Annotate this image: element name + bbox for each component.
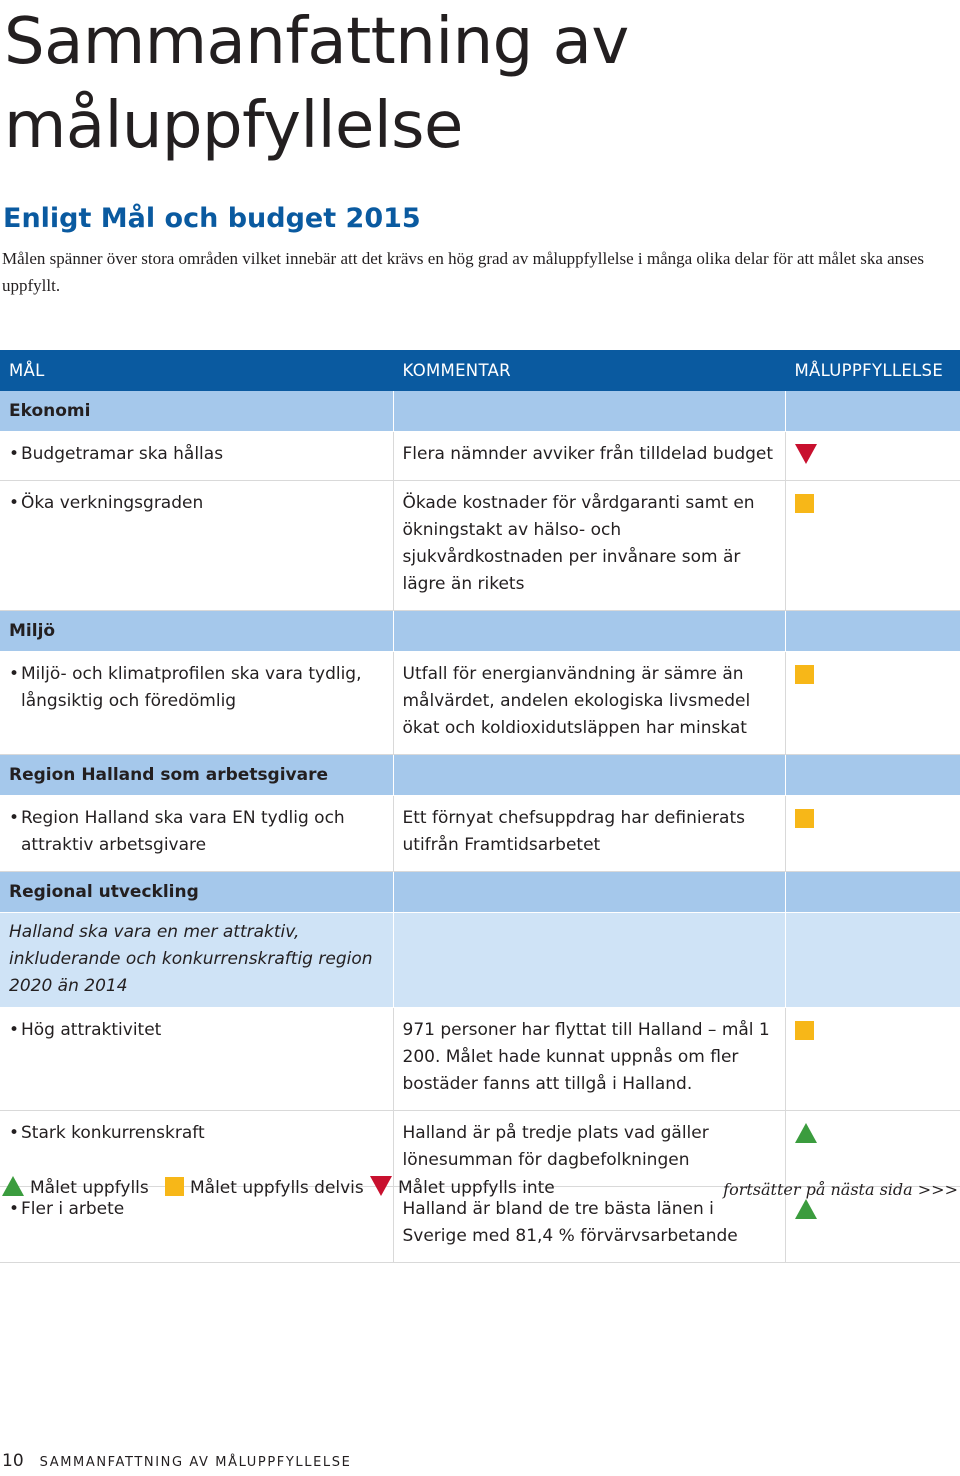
- red-triangle-down-icon: [370, 1176, 392, 1196]
- green-triangle-up-icon: [794, 1123, 817, 1143]
- section-row: Region Halland som arbetsgivare: [0, 754, 960, 796]
- goal-text: Miljö- och klimatprofilen ska vara tydli…: [21, 664, 362, 711]
- goal-text: Hög attraktivitet: [21, 1020, 162, 1040]
- section-name: Regional utveckling: [0, 871, 394, 913]
- status-cell: [785, 651, 960, 755]
- table-row: • Fler i arbete Halland är bland de tre b…: [0, 1186, 960, 1263]
- page-title-line2: måluppfyllelse: [4, 89, 463, 163]
- status-cell: [785, 1007, 960, 1111]
- table-row: • Region Halland ska vara EN tydlig och a…: [0, 795, 960, 872]
- header-comment: KOMMENTAR: [393, 350, 786, 391]
- table-header-row: MÅL KOMMENTAR MÅLUPPFYLLELSE: [0, 350, 960, 391]
- comment-cell: Halland är på tredje plats vad gäller lö…: [393, 1110, 786, 1187]
- goal-text: Stark konkurrenskraft: [21, 1123, 205, 1143]
- yellow-square-icon: [165, 1176, 184, 1196]
- yellow-square-icon: [794, 664, 814, 684]
- page-footer: 10 SAMMANFATTNING AV MÅLUPPFYLLELSE: [2, 1448, 351, 1476]
- page-subtitle: Enligt Mål och budget 2015: [3, 203, 421, 234]
- goal-text: Fler i arbete: [21, 1199, 125, 1219]
- green-triangle-up-icon: [794, 1199, 817, 1219]
- footer-label: SAMMANFATTNING AV MÅLUPPFYLLELSE: [39, 1455, 352, 1470]
- table-row: • Miljö- och klimatprofilen ska vara tydl…: [0, 651, 960, 755]
- goal-cell: • Fler i arbete: [0, 1186, 394, 1263]
- section-row: Miljö: [0, 610, 960, 652]
- legend-partial-label: Målet uppfylls delvis: [190, 1178, 364, 1198]
- yellow-square-icon: [794, 808, 814, 828]
- table-row: • Budgetramar ska hållas Flera nämnder av…: [0, 431, 960, 481]
- goal-cell: • Region Halland ska vara EN tydlig och a…: [0, 795, 394, 872]
- goal-text: Öka verkningsgraden: [21, 493, 204, 513]
- goals-table: MÅL KOMMENTAR MÅLUPPFYLLELSE Ekonomi • Bu…: [0, 350, 960, 1263]
- status-cell: [785, 480, 960, 611]
- red-triangle-down-icon: [794, 444, 817, 464]
- goal-text: Region Halland ska vara EN tydlig och at…: [21, 808, 345, 855]
- comment-cell: 971 personer har flyttat till Halland – …: [393, 1007, 786, 1111]
- status-cell: [785, 1110, 960, 1187]
- goal-cell: • Öka verkningsgraden: [0, 480, 394, 611]
- header-goal: MÅL: [0, 350, 394, 391]
- comment-cell: Halland är bland de tre bästa länen i Sv…: [393, 1186, 786, 1263]
- goal-text: Budgetramar ska hållas: [21, 444, 224, 464]
- section-name: Region Halland som arbetsgivare: [0, 754, 394, 796]
- section-name: Miljö: [0, 610, 394, 652]
- continues-next-page: fortsätter på nästa sida >>>: [723, 1180, 958, 1199]
- goal-cell: • Hög attraktivitet: [0, 1007, 394, 1111]
- legend-item-met: Målet uppfylls: [2, 1174, 149, 1202]
- section-name: Ekonomi: [0, 390, 394, 432]
- subheading-row: Halland ska vara en mer attraktiv, inklu…: [0, 912, 960, 1008]
- status-cell: [785, 1186, 960, 1263]
- yellow-square-icon: [794, 1020, 814, 1040]
- table-row: • Öka verkningsgraden Ökade kostnader för…: [0, 480, 960, 611]
- legend-item-partial: Målet uppfylls delvis: [165, 1174, 364, 1202]
- green-triangle-up-icon: [2, 1176, 24, 1196]
- section-subheading: Halland ska vara en mer attraktiv, inklu…: [0, 912, 394, 1008]
- page-number: 10: [2, 1451, 24, 1471]
- goal-cell: • Budgetramar ska hållas: [0, 431, 394, 481]
- table-row: • Stark konkurrenskraft Halland är på tre…: [0, 1110, 960, 1187]
- comment-cell: Utfall för energianvändning är sämre än …: [393, 651, 786, 755]
- goal-cell: • Stark konkurrenskraft: [0, 1110, 394, 1187]
- comment-cell: Ett förnyat chefsuppdrag har definierats…: [393, 795, 786, 872]
- header-fulfillment: MÅLUPPFYLLELSE: [785, 350, 960, 391]
- status-cell: [785, 431, 960, 481]
- legend: Målet uppfylls Målet uppfylls delvis Mål…: [2, 1174, 958, 1204]
- legend-item-not-met: Målet uppfylls inte: [370, 1174, 555, 1202]
- intro-text: Målen spänner över stora områden vilket …: [2, 249, 924, 295]
- page-title-line1: Sammanfattning av: [4, 5, 629, 79]
- section-row: Ekonomi: [0, 390, 960, 432]
- comment-cell: Ökade kostnader för vårdgaranti samt en …: [393, 480, 786, 611]
- table-row: • Hög attraktivitet 971 personer har flyt…: [0, 1007, 960, 1111]
- goal-cell: • Miljö- och klimatprofilen ska vara tydl…: [0, 651, 394, 755]
- legend-met-label: Målet uppfylls: [30, 1178, 149, 1198]
- legend-not-met-label: Målet uppfylls inte: [398, 1178, 555, 1198]
- comment-cell: Flera nämnder avviker från tilldelad bud…: [393, 431, 786, 481]
- yellow-square-icon: [794, 493, 814, 513]
- status-cell: [785, 795, 960, 872]
- page-title: Sammanfattning av måluppfyllelse: [4, 0, 629, 168]
- section-row: Regional utveckling: [0, 871, 960, 913]
